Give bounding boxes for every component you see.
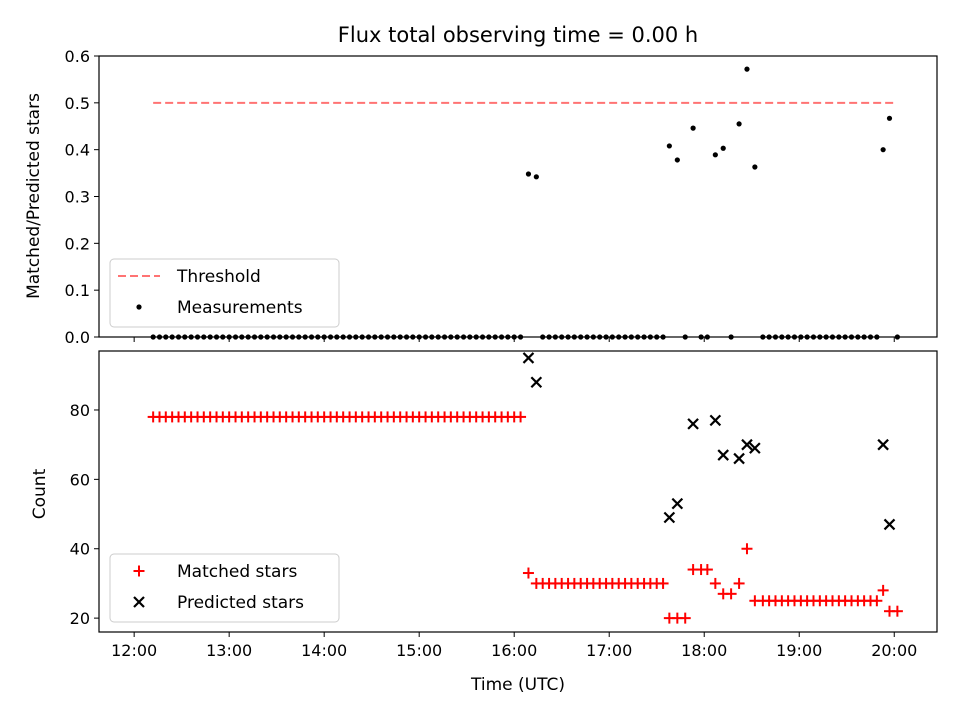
- x-tick-label: 12:00: [111, 641, 157, 660]
- data-point: [733, 452, 745, 465]
- x-tick-label: 13:00: [206, 641, 252, 660]
- x-bar-b: [717, 449, 730, 461]
- x-tick-label: 18:00: [681, 641, 727, 660]
- y-tick-label: 0.5: [65, 94, 90, 113]
- y-tick-label: 0.0: [65, 328, 90, 347]
- data-point: [657, 577, 669, 589]
- data-point: [522, 352, 535, 364]
- legend-item: Threshold: [118, 267, 261, 287]
- x-bar-b: [522, 352, 535, 364]
- x-bar-b: [877, 438, 889, 451]
- data-point: [530, 376, 543, 389]
- axes-frame: [98, 350, 938, 633]
- data-point: [709, 414, 722, 427]
- legend-box: [109, 258, 340, 328]
- data-point: [671, 497, 684, 510]
- data-point: [533, 174, 539, 180]
- x-bar-b: [883, 518, 896, 531]
- data-point: [666, 143, 672, 149]
- data-point: [736, 121, 742, 127]
- legend-label: Predicted stars: [177, 593, 304, 613]
- data-point: [749, 442, 761, 454]
- legend-dot-swatch: [136, 304, 142, 310]
- x-bar-b: [530, 376, 543, 389]
- y-tick-label: 80: [70, 401, 90, 420]
- data-point: [515, 411, 527, 423]
- data-point: [690, 125, 696, 131]
- top-ylabel: Matched/Predicted stars: [24, 93, 44, 299]
- x-tick-label: 20:00: [871, 641, 917, 660]
- data-point: [886, 115, 893, 121]
- x-tick-label: 15:00: [396, 641, 442, 660]
- data-point: [709, 577, 721, 589]
- data-point: [663, 511, 676, 524]
- x-bar-b: [671, 497, 684, 510]
- legend-label: Threshold: [176, 267, 261, 287]
- legend-item: Predicted stars: [133, 593, 304, 613]
- y-tick-label: 40: [70, 540, 90, 559]
- y-tick-label: 0.3: [65, 188, 90, 207]
- data-point: [741, 438, 753, 451]
- series-matched-stars: [147, 411, 903, 624]
- x-tick-label: 19:00: [776, 641, 822, 660]
- legend-item: Matched stars: [133, 562, 297, 582]
- data-point: [741, 543, 753, 555]
- x-bar-b: [687, 418, 699, 430]
- ratio-panel: Matched/Predicted stars 0.0 0.1 0.2 0.3 0.4 0…: [24, 47, 938, 347]
- data-point: [725, 588, 737, 600]
- data-point: [522, 567, 534, 579]
- x-bar-b: [741, 438, 753, 451]
- series-predicted-stars: [522, 352, 896, 531]
- data-point: [720, 145, 726, 151]
- legend-box: [109, 553, 340, 623]
- y-tick-label: 0.6: [65, 47, 90, 66]
- y-tick-label: 60: [70, 470, 90, 489]
- data-point: [744, 66, 750, 72]
- count-panel: Count Time (UTC) 20 40 60 80 12:00 13:00 14:00…: [30, 350, 938, 695]
- legend: Threshold Measurements: [109, 258, 340, 328]
- legend-item: Measurements: [136, 298, 303, 318]
- axes-frame: [98, 55, 938, 338]
- x-bar-b: [709, 414, 722, 427]
- data-point: [752, 164, 758, 170]
- legend: Matched stars Predicted stars: [109, 553, 340, 623]
- legend-label: Measurements: [177, 298, 303, 318]
- data-point: [717, 449, 730, 461]
- data-point: [880, 147, 886, 153]
- x-bar-b: [733, 452, 745, 465]
- bottom-xlabel: Time (UTC): [470, 675, 565, 695]
- data-point: [674, 157, 680, 163]
- legend-x-b: [133, 596, 145, 608]
- data-point: [701, 564, 713, 576]
- data-point: [877, 584, 889, 596]
- y-tick-label: 0.1: [65, 281, 90, 300]
- x-tick-label: 14:00: [301, 641, 347, 660]
- data-point: [679, 612, 691, 624]
- data-point: [883, 518, 896, 531]
- x-bar-b: [749, 442, 761, 454]
- y-tick-label: 0.2: [65, 234, 90, 253]
- data-point: [733, 577, 745, 589]
- x-tick-label: 16:00: [491, 641, 537, 660]
- y-tick-label: 0.4: [65, 141, 90, 160]
- data-point: [687, 418, 699, 430]
- data-point: [712, 152, 718, 158]
- data-point: [877, 438, 889, 451]
- data-point: [891, 605, 903, 617]
- bottom-ylabel: Count: [30, 468, 50, 519]
- y-tick-label: 20: [70, 609, 90, 628]
- x-bar-b: [663, 511, 676, 524]
- data-point: [525, 171, 532, 177]
- data-point: [871, 595, 883, 607]
- x-tick-label: 17:00: [586, 641, 632, 660]
- legend-label: Matched stars: [177, 562, 297, 582]
- chart-title: Flux total observing time = 0.00 h: [338, 23, 698, 47]
